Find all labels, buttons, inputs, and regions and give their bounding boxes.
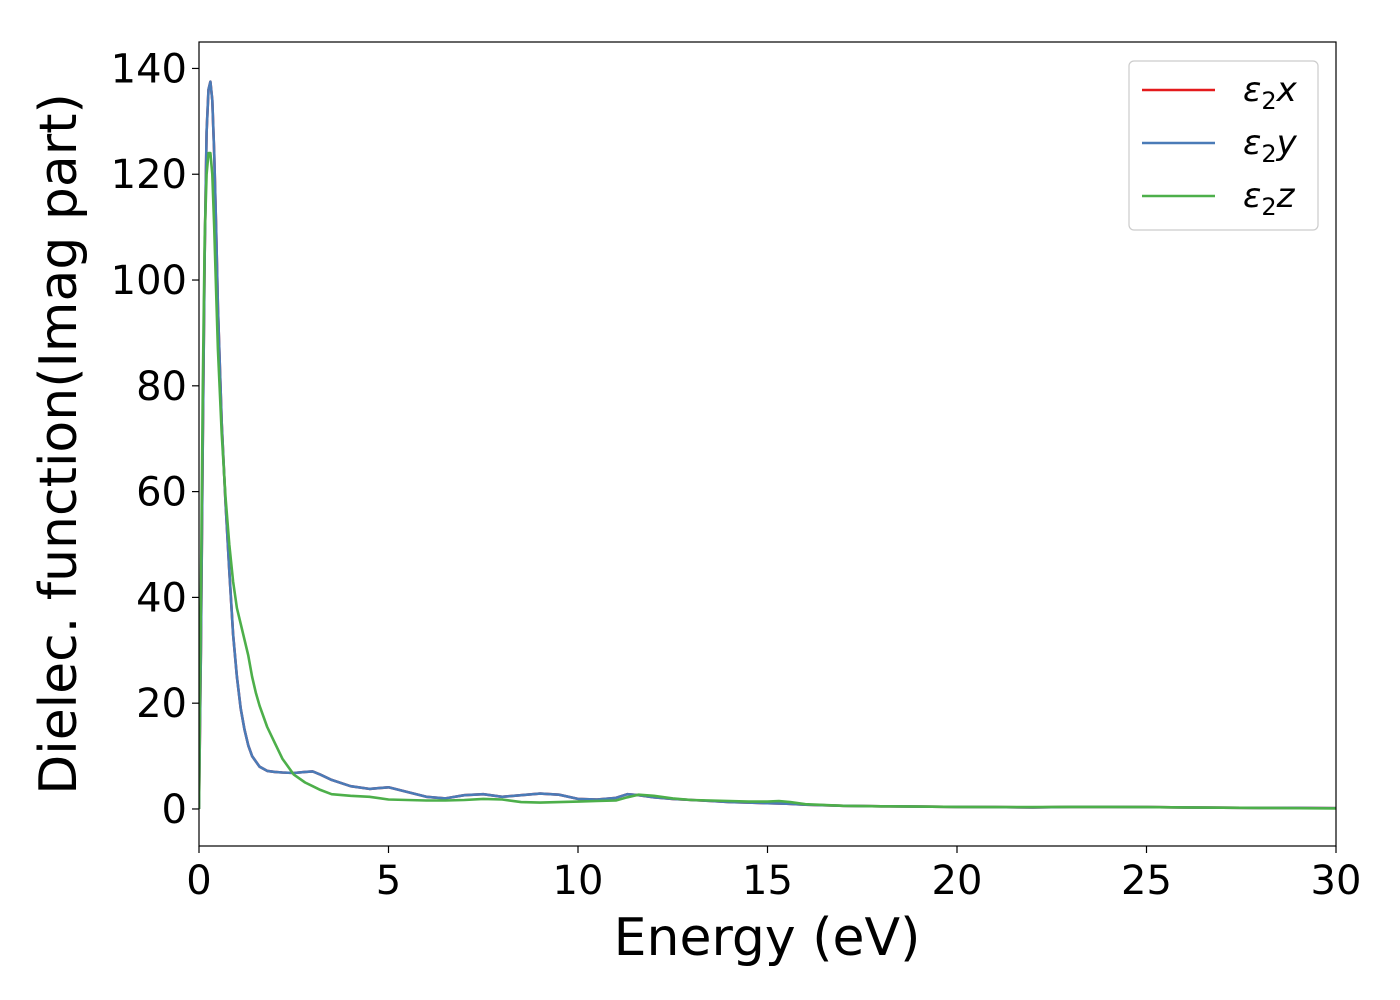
series-line-z [199,151,1336,810]
y-axis: 0 20 40 60 80 100 120 140 [111,46,199,833]
legend-label-z: ε2z [1243,176,1296,221]
legend-box [1128,60,1319,231]
x-tick-label: 0 [186,858,211,904]
x-tick-label: 10 [553,858,604,904]
y-tick-label: 100 [111,258,187,304]
x-tick-label: 20 [932,858,983,904]
y-tick-label: 120 [111,152,187,198]
x-tick-label: 30 [1311,858,1362,904]
x-axis: 0 5 10 15 20 25 30 [186,846,1361,904]
x-tick-label: 25 [1121,858,1172,904]
y-tick-label: 20 [136,681,187,727]
y-axis-title: Dielec. function(Imag part) [29,93,89,795]
x-tick-label: 15 [742,858,793,904]
y-tick-label: 60 [136,470,187,516]
x-axis-title: Energy (eV) [614,908,921,968]
y-tick-label: 40 [136,575,187,621]
legend: ε2x ε2y ε2z [1128,60,1319,231]
y-tick-label: 80 [136,364,187,410]
legend-label-y: ε2y [1243,123,1298,168]
y-tick-label: 0 [162,787,187,833]
legend-label-x: ε2x [1243,70,1298,115]
x-tick-label: 5 [376,858,401,904]
y-tick-label: 140 [111,46,187,92]
series-layer [199,80,1336,810]
